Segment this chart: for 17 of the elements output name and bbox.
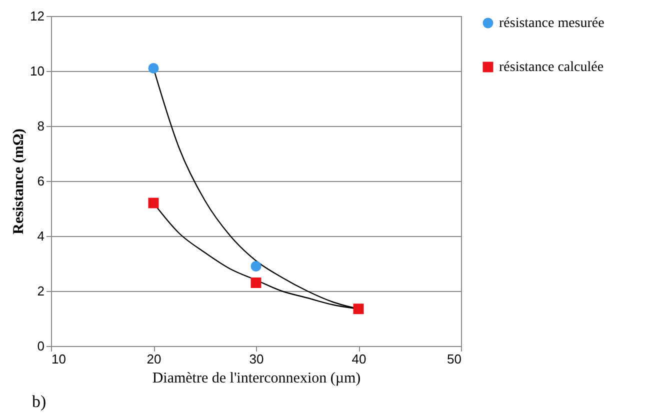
y-tick-label: 2 [37,284,44,298]
x-tick-label: 20 [146,352,162,366]
y-axis-title: Resistance (mΩ) [11,128,28,234]
y-tick-label: 0 [37,338,44,354]
y-tick-label: 10 [30,64,44,78]
x-axis-title: Diamètre de l'interconnexion (µm) [152,370,361,386]
x-tick-label: 50 [447,352,462,366]
x-tick-label: 10 [52,352,66,366]
legend-label: résistance mesurée [499,16,604,31]
x-tick-label: 30 [249,352,264,366]
legend-label: résistance calculée [499,60,604,75]
y-tick-label: 8 [37,118,44,134]
text: b) [32,392,46,412]
x-tick-label: 40 [352,352,366,366]
y-tick-label: 6 [37,174,44,188]
y-tick-label: 12 [30,8,44,24]
y-tick-label: 4 [37,228,44,244]
